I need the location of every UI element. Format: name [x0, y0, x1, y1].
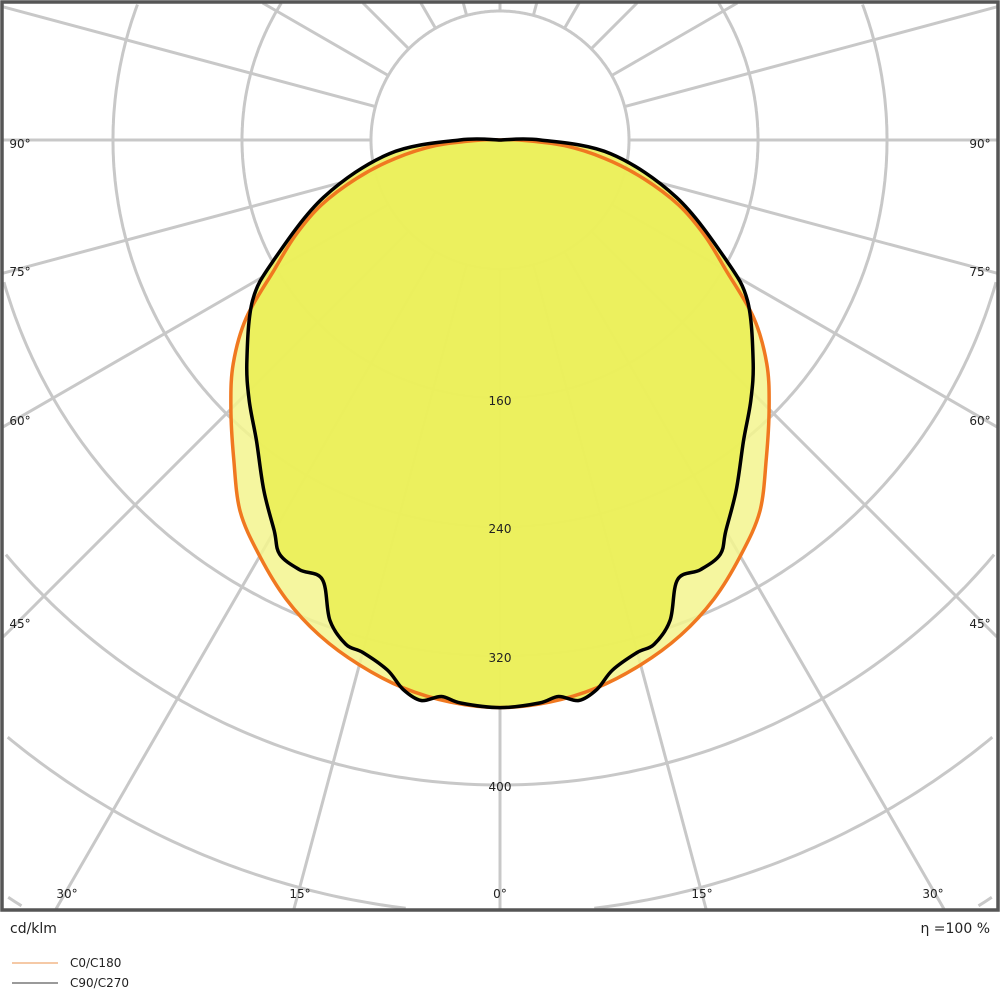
legend-label-c0: C0/C180	[70, 956, 122, 970]
efficiency-label: η =100 %	[920, 921, 990, 937]
radial-tick-label: 160	[488, 394, 512, 408]
grid-ray	[624, 171, 998, 275]
grid-ray	[2, 5, 376, 109]
curve-c90-c270	[245, 137, 755, 710]
fill-c90-c270	[246, 138, 754, 708]
grid-ray	[531, 2, 539, 16]
legend-label-c90: C90/C270	[70, 976, 129, 990]
grid-circle	[7, 896, 993, 908]
grid-circle	[6, 736, 994, 910]
grid-ray	[419, 2, 437, 30]
angle-label-bottom-15-right: 15°	[691, 887, 713, 901]
angle-label-bottom-30-right: 30°	[922, 887, 944, 901]
angle-label-bottom-0: 0°	[493, 887, 507, 901]
angle-label-right-60: 60°	[969, 414, 991, 428]
angle-label-bottom-30-left: 30°	[56, 887, 78, 901]
grid-circle	[4, 553, 996, 787]
grid-ray	[610, 1, 739, 77]
grid-ray	[624, 5, 998, 109]
grid-ray	[563, 2, 581, 30]
angle-label-bottom-15-left: 15°	[289, 887, 311, 901]
angle-label-left-45: 45°	[9, 617, 31, 631]
radial-tick-label: 240	[488, 522, 512, 536]
plot-area	[1, 1, 999, 910]
angle-label-right-45: 45°	[969, 617, 991, 631]
angle-label-left-60: 60°	[9, 414, 31, 428]
legend-swatch-c0	[12, 962, 58, 964]
radial-tick-label: 400	[488, 780, 512, 794]
grid-ray	[361, 1, 410, 50]
angle-label-left-75: 75°	[9, 265, 31, 279]
grid-ray	[461, 2, 469, 16]
radial-tick-label: 320	[488, 651, 512, 665]
angle-label-left-90: 90°	[9, 137, 31, 151]
angle-label-right-90: 90°	[969, 137, 991, 151]
unit-label: cd/klm	[10, 921, 57, 937]
angle-label-right-75: 75°	[969, 265, 991, 279]
legend-swatch-c90	[12, 982, 58, 984]
grid-ray	[2, 171, 376, 275]
polar-plot	[0, 0, 1000, 912]
grid-ray	[261, 1, 390, 77]
chart-frame	[0, 0, 1000, 912]
grid-ray	[590, 1, 639, 50]
